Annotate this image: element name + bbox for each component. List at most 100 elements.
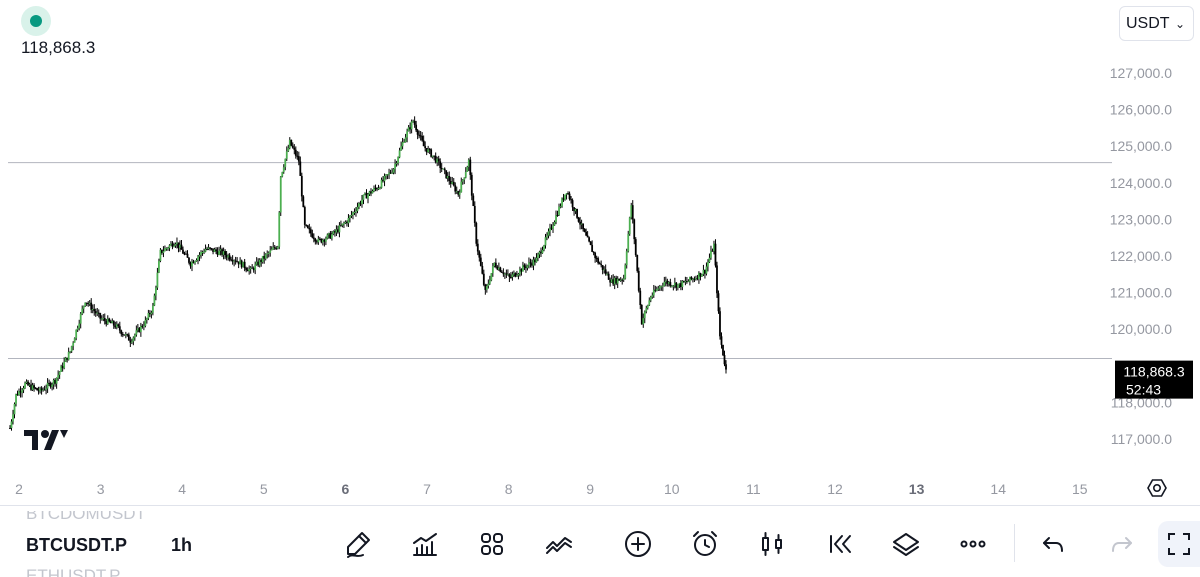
candle-body <box>437 158 440 162</box>
next-symbol-label: ETHUSDT.P <box>26 566 121 577</box>
prev-interval-label: 30m <box>171 504 205 523</box>
candle-body <box>458 192 461 195</box>
candle-body <box>114 325 117 328</box>
last-price-label: 118,868.3 <box>21 38 96 57</box>
candle-body <box>479 257 482 266</box>
candle-body <box>600 264 603 266</box>
candle-body <box>144 319 147 326</box>
layers-button[interactable] <box>888 526 924 562</box>
candle-body <box>433 155 436 157</box>
redo-button[interactable] <box>1104 526 1140 562</box>
candle-body <box>720 336 723 345</box>
candle-body <box>246 269 249 272</box>
candle-body <box>646 305 649 309</box>
candle-body <box>692 278 694 280</box>
candle-body <box>708 257 711 263</box>
candle-body <box>591 245 594 252</box>
candle-body <box>51 384 54 387</box>
candle-body <box>52 379 55 385</box>
candle-body <box>337 229 339 233</box>
x-tick-label: 4 <box>178 481 186 497</box>
interval-selector[interactable]: 1h <box>171 535 193 555</box>
candle-body <box>517 273 520 276</box>
layouts-button[interactable] <box>474 526 510 562</box>
compare-button[interactable] <box>541 526 577 562</box>
price-chart[interactable]: 127,000.0 126,000.0 125,000.0 124,000.0 123,… <box>0 0 1200 505</box>
candle-body <box>389 172 392 174</box>
candle-body <box>568 193 571 200</box>
candle-body <box>413 120 416 125</box>
symbol-list-next[interactable]: ETHUSDT.P 3h <box>26 566 120 577</box>
candle-body <box>88 302 91 304</box>
compare-icon <box>546 537 572 554</box>
candle-body <box>594 252 597 258</box>
candle-body <box>428 149 431 151</box>
candle-body <box>132 337 135 342</box>
drawing-tool-button[interactable] <box>340 526 376 562</box>
add-button[interactable] <box>620 526 656 562</box>
candle-body <box>513 272 515 275</box>
candle-body <box>21 390 23 393</box>
candle-body <box>195 260 198 262</box>
candle-body <box>330 234 333 239</box>
candle-body <box>94 311 97 314</box>
candle-body <box>678 283 681 285</box>
chart-type-button[interactable] <box>754 526 790 562</box>
candle-body <box>225 255 228 258</box>
chevron-down-icon: ⌄ <box>1174 17 1185 31</box>
candle-body <box>604 269 607 274</box>
candle-body <box>541 249 544 254</box>
candle-body <box>419 135 422 137</box>
candle-body <box>155 287 157 296</box>
candle-body <box>481 265 484 274</box>
candle-body <box>508 274 511 277</box>
candle-body <box>434 155 437 163</box>
candle-body <box>309 229 312 234</box>
candle-body <box>213 249 216 252</box>
candle-body <box>103 318 106 321</box>
candle-body <box>167 248 169 250</box>
settings-icon[interactable] <box>1147 479 1167 497</box>
candle-body <box>138 328 141 332</box>
currency-select[interactable]: USDT ⌄ <box>1119 6 1194 41</box>
candle-body <box>609 279 612 283</box>
pen-icon <box>347 532 370 558</box>
candle-body <box>362 194 365 200</box>
candle-body <box>240 260 243 268</box>
candle-body <box>407 127 410 132</box>
indicators-button[interactable] <box>407 526 443 562</box>
candle-body <box>334 231 336 233</box>
candle-body <box>63 361 66 369</box>
candle-body <box>148 312 151 315</box>
symbol-list-prev[interactable]: BTCDOMUSDT 30m <box>26 511 146 524</box>
fullscreen-button[interactable] <box>1158 521 1200 567</box>
more-button[interactable] <box>955 526 991 562</box>
candle-body <box>230 259 233 261</box>
chart-area[interactable]: 127,000.0 126,000.0 125,000.0 124,000.0 123,… <box>0 0 1200 505</box>
candle-body <box>108 318 111 322</box>
candle-body <box>121 334 124 336</box>
candle-body <box>257 261 260 266</box>
candle-body <box>329 233 332 239</box>
candle-body <box>652 289 655 296</box>
candle-body <box>269 250 272 253</box>
candle-body <box>494 262 497 267</box>
candle-body <box>234 260 237 262</box>
alert-button[interactable] <box>687 526 723 562</box>
candle-body <box>502 272 505 275</box>
candle-body <box>616 278 619 284</box>
symbol-selector[interactable]: BTCUSDT.P <box>26 535 128 555</box>
candle-body <box>58 371 61 375</box>
candle-body <box>22 387 25 391</box>
candle-body <box>224 251 227 256</box>
replay-button[interactable] <box>821 526 857 562</box>
candle-body <box>36 388 38 391</box>
candle-body <box>346 221 348 224</box>
candle-body <box>270 249 273 251</box>
undo-button[interactable] <box>1035 526 1071 562</box>
candle-body <box>174 244 177 246</box>
candle-body <box>425 148 428 153</box>
candle-body <box>302 196 305 208</box>
candle-body <box>615 277 618 284</box>
candle-body <box>206 248 208 250</box>
